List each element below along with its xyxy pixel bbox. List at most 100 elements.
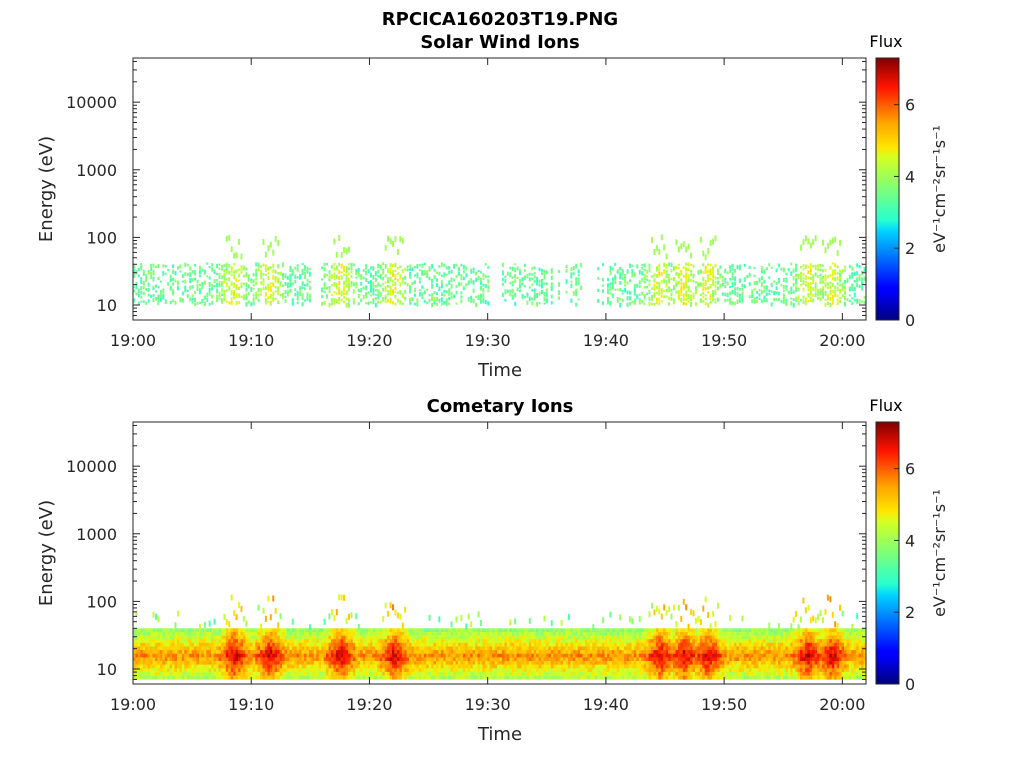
flux-cell xyxy=(225,262,228,268)
flux-cell xyxy=(225,639,229,644)
flux-cell xyxy=(523,664,527,669)
flux-cell xyxy=(545,664,549,669)
flux-cell xyxy=(526,657,530,662)
flux-cell xyxy=(587,628,591,633)
flux-cell xyxy=(414,642,417,647)
flux-cell xyxy=(291,650,295,655)
flux-cell xyxy=(257,639,261,644)
flux-cell xyxy=(218,635,222,640)
flux-cell xyxy=(338,269,341,275)
flux-cell xyxy=(631,639,635,644)
flux-cell xyxy=(643,631,647,636)
flux-cell xyxy=(374,642,378,647)
flux-cell xyxy=(374,671,378,676)
flux-cell xyxy=(308,650,312,655)
flux-cell xyxy=(541,642,544,647)
flux-cell xyxy=(304,274,306,279)
flux-cell xyxy=(844,265,846,269)
flux-cell xyxy=(636,283,639,288)
flux-cell xyxy=(504,298,507,302)
flux-cell xyxy=(352,642,356,647)
flux-cell xyxy=(328,668,332,673)
flux-cell xyxy=(238,668,241,673)
flux-cell xyxy=(621,650,625,655)
flux-cell xyxy=(602,668,605,673)
flux-cell xyxy=(575,664,578,669)
flux-cell xyxy=(497,675,500,680)
flux-cell xyxy=(150,294,153,298)
flux-cell xyxy=(467,675,471,680)
flux-cell xyxy=(648,611,651,618)
flux-cell xyxy=(284,292,287,295)
flux-cell xyxy=(462,635,466,640)
flux-cell xyxy=(350,646,354,651)
flux-cell xyxy=(203,664,207,669)
flux-cell xyxy=(643,280,646,284)
flux-cell xyxy=(335,628,339,633)
flux-cell xyxy=(394,635,398,640)
flux-cell xyxy=(181,657,185,662)
flux-cell xyxy=(790,290,793,295)
flux-cell xyxy=(411,646,415,651)
flux-cell xyxy=(814,285,817,289)
flux-cell xyxy=(399,668,403,673)
flux-cell xyxy=(541,268,543,272)
flux-cell xyxy=(665,288,668,293)
flux-cell xyxy=(734,291,737,296)
flux-cell xyxy=(575,263,578,269)
flux-cell xyxy=(221,675,224,680)
flux-cell xyxy=(372,635,376,640)
flux-cell xyxy=(577,646,581,651)
flux-cell xyxy=(775,286,778,290)
flux-cell xyxy=(492,642,495,647)
flux-cell xyxy=(426,301,429,305)
flux-cell xyxy=(545,671,549,676)
flux-cell xyxy=(394,609,397,616)
flux-cell xyxy=(370,646,373,651)
flux-cell xyxy=(687,285,690,289)
flux-cell xyxy=(321,302,324,306)
flux-cell xyxy=(575,281,578,286)
flux-cell xyxy=(819,273,822,277)
flux-cell xyxy=(196,639,200,644)
flux-cell xyxy=(484,668,488,673)
flux-cell xyxy=(140,664,144,669)
flux-cell xyxy=(773,298,776,302)
flux-cell xyxy=(304,650,307,655)
flux-cell xyxy=(526,639,530,644)
flux-cell xyxy=(228,234,231,241)
flux-cell xyxy=(633,287,636,292)
flux-cell xyxy=(323,267,326,272)
flux-cell xyxy=(389,650,393,655)
flux-cell xyxy=(367,628,371,633)
flux-cell xyxy=(396,278,399,282)
flux-cell xyxy=(201,675,205,680)
flux-cell xyxy=(597,631,600,636)
flux-cell xyxy=(352,263,355,266)
flux-cell xyxy=(497,653,500,658)
flux-cell xyxy=(267,668,271,673)
flux-cell xyxy=(338,594,341,601)
flux-cell xyxy=(734,276,737,281)
flux-cell xyxy=(717,280,719,285)
flux-cell xyxy=(443,646,447,651)
flux-cell xyxy=(225,628,229,633)
flux-cell xyxy=(264,657,268,662)
flux-cell xyxy=(279,639,283,644)
flux-cell xyxy=(443,274,446,278)
flux-cell xyxy=(609,266,612,271)
flux-cell xyxy=(374,664,378,669)
flux-cell xyxy=(687,296,690,300)
flux-cell xyxy=(629,642,632,647)
flux-cell xyxy=(157,616,160,623)
flux-cell xyxy=(724,280,727,284)
flux-cell xyxy=(338,664,341,669)
flux-cell xyxy=(370,628,373,633)
flux-cell xyxy=(162,288,165,294)
flux-cell xyxy=(436,653,439,658)
flux-cell xyxy=(140,277,143,282)
flux-cell xyxy=(401,269,404,274)
flux-cell xyxy=(616,671,620,676)
flux-cell xyxy=(550,635,554,640)
flux-cell xyxy=(619,281,622,285)
